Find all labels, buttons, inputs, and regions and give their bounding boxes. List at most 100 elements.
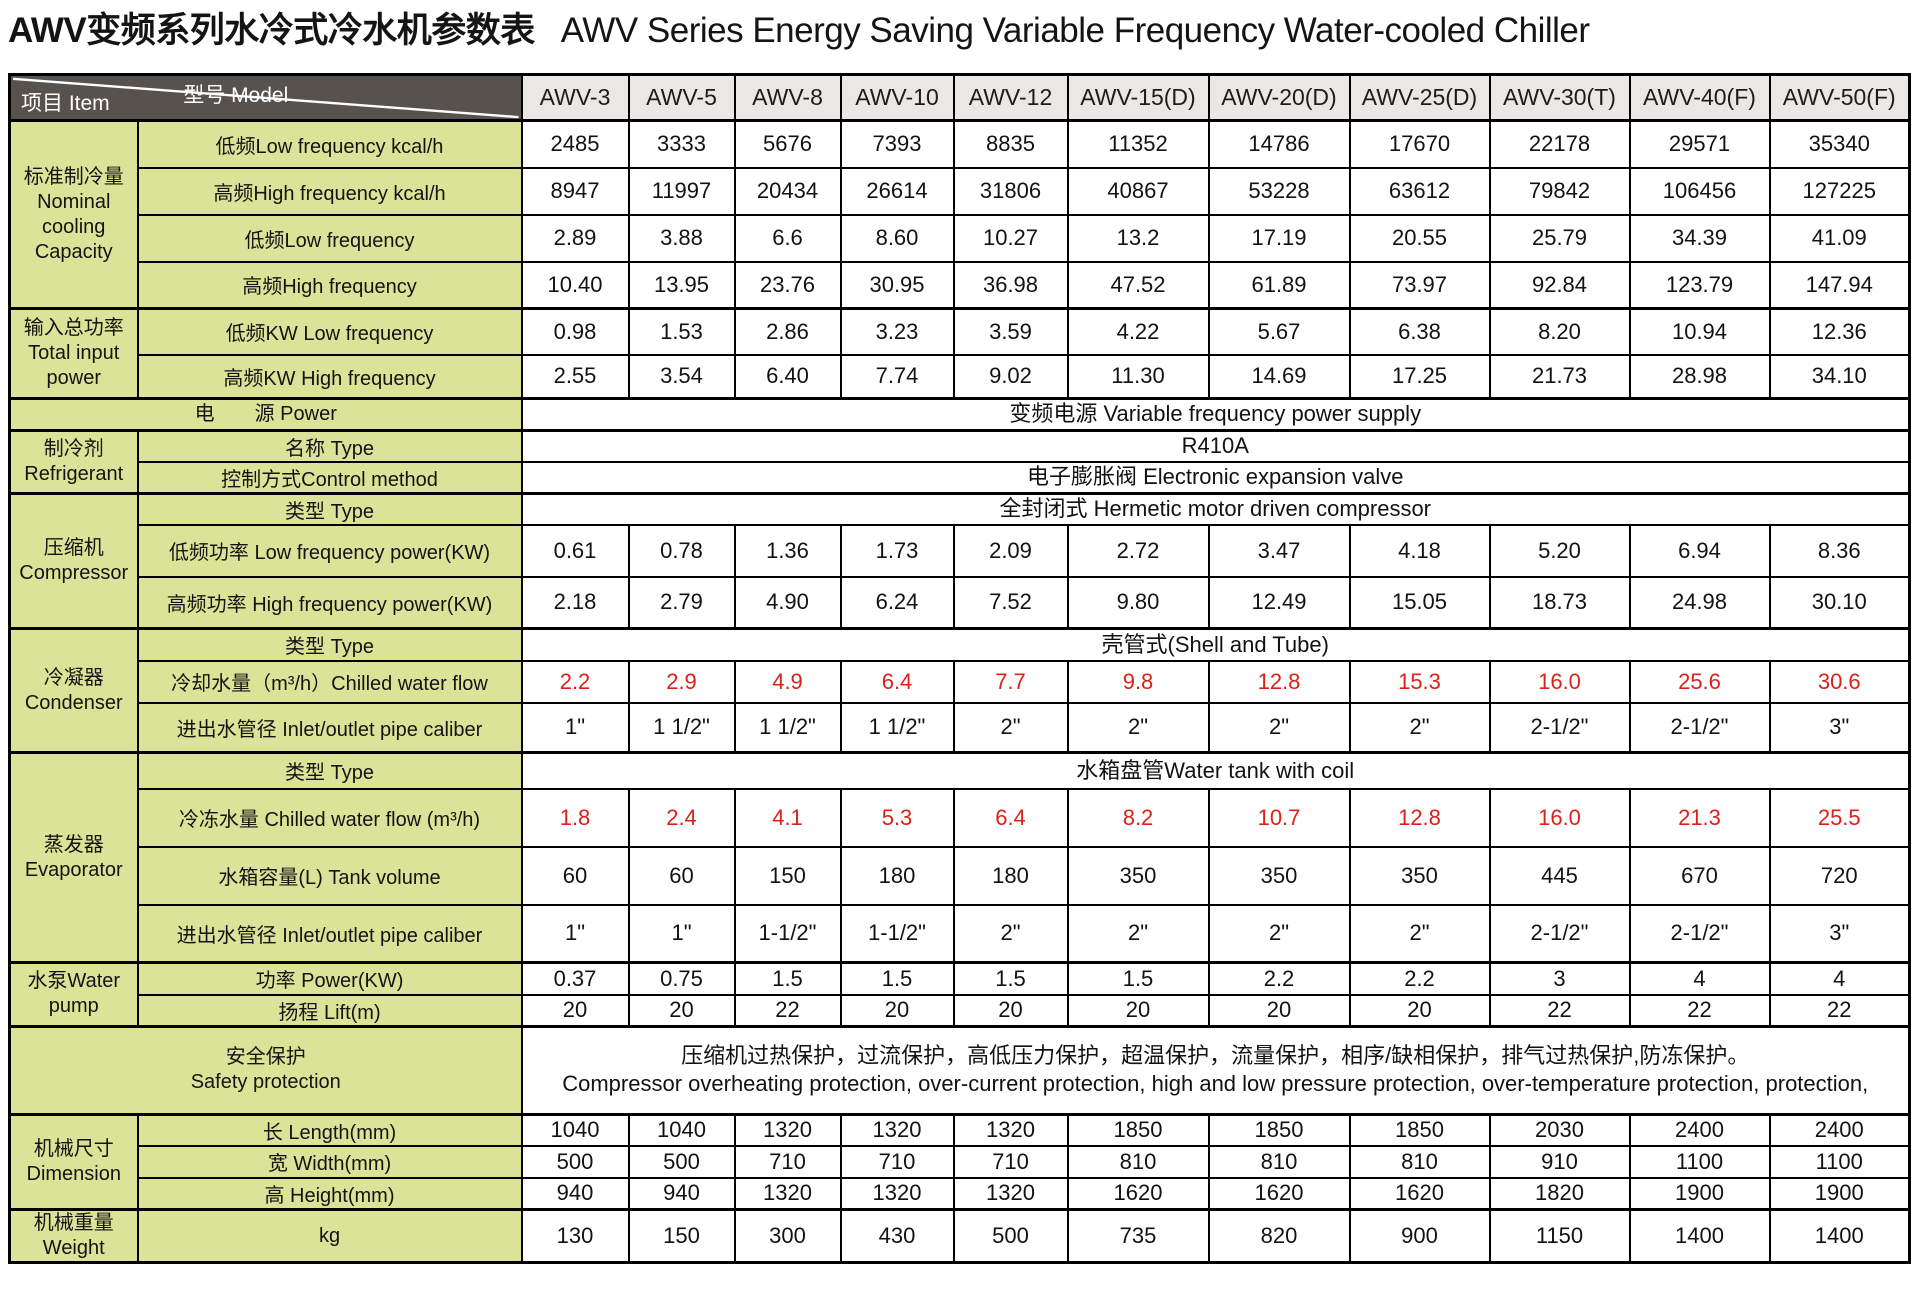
diagonal-line [12, 77, 519, 119]
value-cell: 106456 [1628, 166, 1771, 216]
model-column-header: AWV-30(T) [1488, 73, 1631, 122]
value-cell: 6.4 [839, 659, 955, 704]
value-cell: 430 [839, 1208, 955, 1264]
span-value-cell: 压缩机过热保护，过流保护，高低压力保护，超温保护，流量保护，相序/缺相保护，排气… [520, 1024, 1911, 1116]
value-cell: 1620 [1348, 1176, 1491, 1211]
value-cell: 6.40 [733, 353, 842, 400]
value-cell: 1100 [1768, 1144, 1911, 1179]
value-cell: 63612 [1348, 166, 1491, 216]
value-cell: 20.55 [1348, 213, 1491, 263]
row-label: 低频Low frequency [136, 213, 523, 263]
group-label: 标准制冷量 Nominal cooling Capacity [8, 119, 139, 310]
value-cell: 35340 [1768, 119, 1911, 169]
table-row: 电 源 Power 变频电源 Variable frequency power s… [8, 397, 1911, 432]
span-value-cell: 电子膨胀阀 Electronic expansion valve [520, 460, 1911, 495]
value-cell: 2" [952, 701, 1069, 754]
value-cell: 24.98 [1628, 575, 1771, 630]
value-cell: 1850 [1207, 1112, 1351, 1147]
value-cell: 4.9 [733, 659, 842, 704]
value-cell: 11352 [1066, 119, 1210, 169]
value-cell: 7.52 [952, 575, 1069, 630]
value-cell: 22 [1628, 993, 1771, 1028]
value-cell: 13.2 [1066, 213, 1210, 263]
value-cell: 1400 [1768, 1208, 1911, 1264]
value-cell: 40867 [1066, 166, 1210, 216]
value-cell: 0.75 [627, 961, 736, 996]
value-cell: 17.19 [1207, 213, 1351, 263]
value-cell: 79842 [1488, 166, 1631, 216]
value-cell: 2400 [1768, 1112, 1911, 1147]
value-cell: 26614 [839, 166, 955, 216]
value-cell: 60 [520, 845, 630, 906]
value-cell: 34.39 [1628, 213, 1771, 263]
value-cell: 8.20 [1488, 307, 1631, 356]
table-row: 机械重量Weight kg 130 150 300 430 500 735 820 900 1150… [8, 1208, 1911, 1264]
value-cell: 2" [952, 903, 1069, 964]
value-cell: 2.9 [627, 659, 736, 704]
value-cell: 29571 [1628, 119, 1771, 169]
value-cell: 20 [1066, 993, 1210, 1028]
value-cell: 16.0 [1488, 787, 1631, 848]
value-cell: 1620 [1066, 1176, 1210, 1211]
value-cell: 14786 [1207, 119, 1351, 169]
table-row: 压缩机 Compressor 类型 Type 全封闭式 Hermetic motor… [8, 491, 1911, 630]
spec-table-body: 标准制冷量 Nominal cooling Capacity 低频Low freq… [8, 119, 1911, 1264]
value-cell: 1320 [839, 1112, 955, 1147]
value-cell: 735 [1066, 1208, 1210, 1264]
table-row: 高频High frequency 10.40 13.95 23.76 30.95 36.9… [10, 260, 1911, 310]
value-cell: 2" [1207, 903, 1351, 964]
table-row: 冷冻水量 Chilled water flow (m³/h) 1.8 2.4 4.1 5… [10, 787, 1911, 848]
value-cell: 17670 [1348, 119, 1491, 169]
value-cell: 1-1/2" [733, 903, 842, 964]
table-row: 宽 Width(mm) 500 500 710 710 710 810 810 810 910 11… [10, 1144, 1911, 1179]
model-column-header: AWV-8 [733, 73, 842, 122]
table-row: 冷凝器 Condenser 类型 Type 壳管式(Shell and Tube) [8, 627, 1911, 754]
value-cell: 2.2 [1348, 961, 1491, 996]
group-label: 蒸发器 Evaporator [8, 751, 139, 964]
value-cell: 30.6 [1768, 659, 1911, 704]
value-cell: 20 [1207, 993, 1351, 1028]
value-cell: 22 [733, 993, 842, 1028]
table-row: 进出水管径 Inlet/outlet pipe caliber 1" 1" 1-1/2… [10, 903, 1911, 964]
value-cell: 720 [1768, 845, 1911, 906]
value-cell: 5.20 [1488, 523, 1631, 578]
value-cell: 12.8 [1348, 787, 1491, 848]
value-cell: 15.3 [1348, 659, 1491, 704]
row-label: 低频Low frequency kcal/h [136, 119, 523, 169]
value-cell: 350 [1066, 845, 1210, 906]
value-cell: 810 [1066, 1144, 1210, 1179]
value-cell: 0.98 [520, 307, 630, 356]
value-cell: 910 [1488, 1144, 1631, 1179]
corner-model-label: 型号 Model [183, 84, 289, 107]
value-cell: 12.8 [1207, 659, 1351, 704]
model-column-header: AWV-25(D) [1348, 73, 1491, 122]
model-column-header: AWV-5 [627, 73, 736, 122]
value-cell: 17.25 [1348, 353, 1491, 400]
row-label: kg [136, 1208, 523, 1264]
value-cell: 61.89 [1207, 260, 1351, 310]
table-row: 低频Low frequency 2.89 3.88 6.6 8.60 10.27 13.2 1… [10, 213, 1911, 263]
header-row: 型号 Model 项目 Item AWV-3 AWV-5 AWV-8 AWV-10 AW… [8, 73, 1911, 122]
value-cell: 30.95 [839, 260, 955, 310]
row-label: 名称 Type [136, 428, 523, 463]
model-column-header: AWV-20(D) [1207, 73, 1351, 122]
corner-item-label: 项目 Item [21, 92, 110, 115]
row-label: 宽 Width(mm) [136, 1144, 523, 1179]
value-cell: 0.78 [627, 523, 736, 578]
value-cell: 11.30 [1066, 353, 1210, 400]
value-cell: 20 [952, 993, 1069, 1028]
table-row: 冷却水量（m³/h）Chilled water flow 2.2 2.9 4.9 6.4… [10, 659, 1911, 704]
value-cell: 3.47 [1207, 523, 1351, 578]
value-cell: 60 [627, 845, 736, 906]
value-cell: 1.5 [1066, 961, 1210, 996]
table-row: 高频功率 High frequency power(KW) 2.18 2.79 4.9… [10, 575, 1911, 630]
group-label: 机械重量Weight [8, 1208, 139, 1264]
table-row: 水泵Water pump 功率 Power(KW) 0.37 0.75 1.5 1.5 1.… [8, 961, 1911, 1028]
group-label: 压缩机 Compressor [8, 491, 139, 630]
spec-table: 型号 Model 项目 Item AWV-3 AWV-5 AWV-8 AWV-10 AW… [8, 73, 1911, 1265]
value-cell: 47.52 [1066, 260, 1210, 310]
value-cell: 73.97 [1348, 260, 1491, 310]
value-cell: 810 [1207, 1144, 1351, 1179]
value-cell: 820 [1207, 1208, 1351, 1264]
value-cell: 12.49 [1207, 575, 1351, 630]
